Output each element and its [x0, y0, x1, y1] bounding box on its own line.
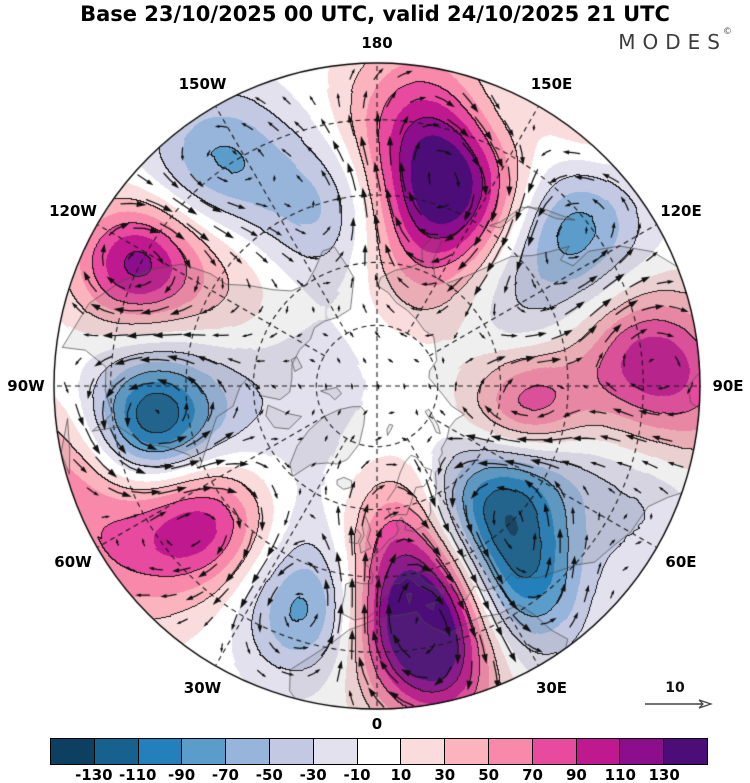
colorbar-cell-7: [357, 739, 402, 764]
colorbar: [50, 738, 708, 765]
lon-label-60W: 60W: [54, 552, 92, 571]
colorbar-cell-10: [488, 739, 533, 764]
lon-label-150W: 150W: [178, 74, 227, 93]
colorbar-tick--30: -30: [299, 766, 327, 783]
reference-vector: 10: [641, 680, 721, 714]
reference-vector-arrow-icon: [645, 699, 713, 709]
colorbar-cell-14: [664, 739, 707, 764]
polar-map: 180 150E 120E 90E 60E 30E 0 30W 60W 90W 120W 150W: [0, 0, 750, 733]
colorbar-tick--10: -10: [343, 766, 371, 783]
lon-label-180: 180: [361, 34, 393, 52]
colorbar-cell-6: [313, 739, 358, 764]
colorbar-ticks: -130 -110 -90 -70 -50 -30 -10 10 30 50 70 90 110 130: [50, 766, 708, 783]
colorbar-cell-0: [51, 739, 95, 764]
lon-label-150E: 150E: [530, 74, 573, 93]
lon-label-60E: 60E: [665, 552, 697, 571]
lon-label-120E: 120E: [660, 201, 702, 220]
colorbar-cell-9: [445, 739, 489, 764]
lon-label-120W: 120W: [49, 201, 97, 220]
colorbar-tick--110: -110: [118, 766, 157, 783]
colorbar-tick-10: 10: [390, 766, 412, 783]
colorbar-cell-12: [576, 739, 621, 764]
lon-label-0: 0: [371, 715, 383, 733]
lon-label-30E: 30E: [535, 679, 568, 698]
reference-vector-label: 10: [665, 680, 685, 696]
colorbar-cell-13: [620, 739, 665, 764]
colorbar-cell-4: [226, 739, 270, 764]
colorbar-tick--50: -50: [255, 766, 283, 783]
colorbar-tick-50: 50: [478, 766, 500, 783]
colorbar-cell-2: [138, 739, 183, 764]
colorbar-cell-3: [182, 739, 227, 764]
anomaly-map-canvas: [0, 0, 750, 733]
colorbar-cell-11: [532, 739, 577, 764]
colorbar-tick-130: 130: [648, 766, 680, 783]
lon-label-90E: 90E: [712, 377, 744, 395]
colorbar-tick--90: -90: [168, 766, 196, 783]
colorbar-tick-90: 90: [565, 766, 587, 783]
colorbar-cell-5: [269, 739, 314, 764]
colorbar-cell-1: [94, 739, 139, 764]
colorbar-tick-30: 30: [434, 766, 456, 783]
colorbar-cell-8: [401, 739, 446, 764]
colorbar-tick--130: -130: [75, 766, 113, 783]
colorbar-tick-110: 110: [604, 766, 636, 783]
lon-label-30W: 30W: [183, 679, 222, 698]
colorbar-tick--70: -70: [211, 766, 240, 783]
colorbar-tick-70: 70: [522, 766, 543, 783]
lon-label-90W: 90W: [7, 377, 45, 395]
